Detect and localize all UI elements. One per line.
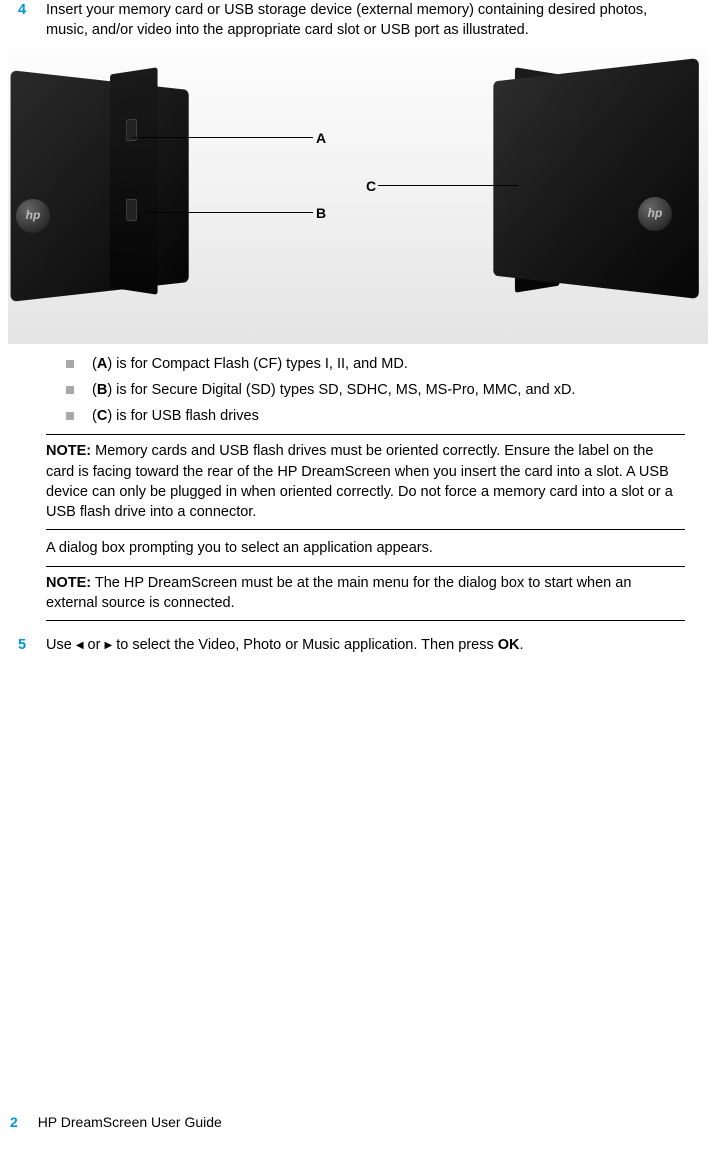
step4-number: 4 [18, 0, 46, 41]
leader-line-b [146, 212, 313, 213]
callout-a: A [316, 129, 326, 149]
hp-logo-icon: hp [638, 197, 672, 231]
device-illustration: hp hp A B C [8, 49, 708, 344]
leader-line-a [133, 137, 313, 138]
bullet-icon [66, 386, 74, 394]
page-number: 2 [10, 1114, 18, 1130]
bullet-icon [66, 412, 74, 420]
device-right-front [493, 58, 698, 299]
bullet-c: (C) is for USB flash drives [92, 406, 259, 426]
device-left-front [11, 70, 189, 302]
page-footer: 2 HP DreamScreen User Guide [10, 1113, 222, 1133]
step4-text: Insert your memory card or USB storage d… [46, 0, 685, 41]
bullet-a: (A) is for Compact Flash (CF) types I, I… [92, 354, 408, 374]
callout-b: B [316, 204, 326, 224]
leader-line-c [378, 185, 518, 186]
footer-title: HP DreamScreen User Guide [38, 1114, 222, 1130]
bullet-b: (B) is for Secure Digital (SD) types SD,… [92, 380, 575, 400]
step5-number: 5 [18, 635, 46, 655]
sd-slot-icon [126, 198, 137, 220]
device-left-side [110, 67, 158, 295]
bullet-icon [66, 360, 74, 368]
note-main-menu: NOTE: The HP DreamScreen must be at the … [46, 566, 685, 621]
callout-c: C [366, 177, 376, 197]
step5-text: Use ◀ or ▶ to select the Video, Photo or… [46, 635, 685, 655]
note-memory-cards: NOTE: Memory cards and USB flash drives … [46, 434, 685, 529]
dialog-prompt-text: A dialog box prompting you to select an … [46, 538, 685, 558]
hp-logo-icon: hp [16, 199, 50, 233]
left-arrow-icon: ◀ [76, 639, 84, 653]
